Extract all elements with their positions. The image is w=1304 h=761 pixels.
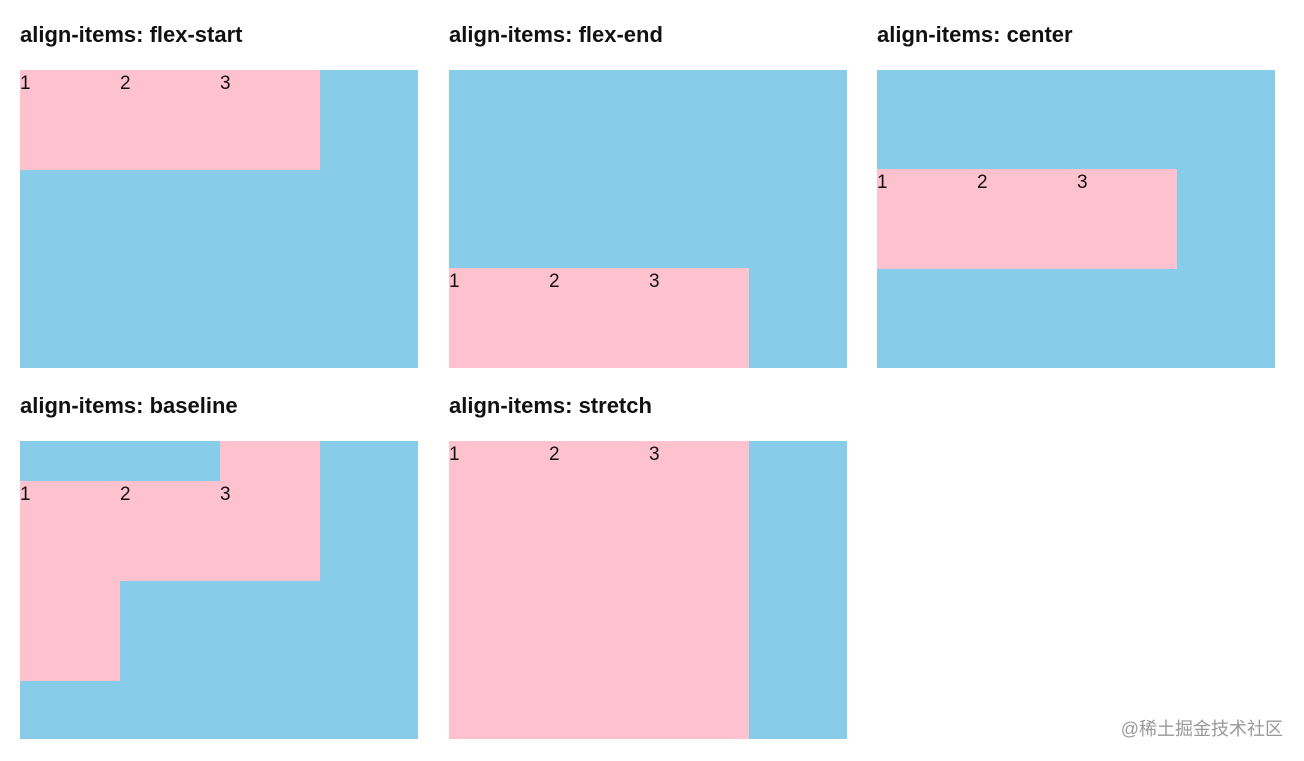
flex-item-2: 2 <box>120 481 220 581</box>
flex-container: 1 2 3 <box>20 70 418 368</box>
flex-item-2: 2 <box>549 268 649 368</box>
item-label: 1 <box>877 172 888 193</box>
flex-item-1: 1 <box>20 70 120 170</box>
flex-item-2: 2 <box>977 169 1077 269</box>
flex-item-1: 1 <box>20 481 120 681</box>
item-label: 2 <box>977 172 988 193</box>
flex-container: 1 2 3 <box>449 441 847 739</box>
demo-title: align-items: baseline <box>20 393 238 418</box>
item-label: 3 <box>1077 172 1088 193</box>
demo-title: align-items: flex-end <box>449 22 663 47</box>
item-label: 3 <box>649 444 660 465</box>
demo-stretch: align-items: stretch 1 2 3 <box>449 388 847 739</box>
item-label: 1 <box>20 73 31 94</box>
flex-item-1: 1 <box>877 169 977 269</box>
item-label: 3 <box>649 271 660 292</box>
flex-item-3: 3 <box>1077 169 1177 269</box>
demo-title: align-items: center <box>877 22 1073 47</box>
flex-container: 1 2 3 <box>449 70 847 368</box>
item-label: 1 <box>449 444 460 465</box>
demo-title: align-items: stretch <box>449 393 652 418</box>
item-label: 2 <box>549 444 560 465</box>
item-label: 2 <box>549 271 560 292</box>
demo-baseline: align-items: baseline 1 2 3 <box>20 388 418 739</box>
watermark: @稀土掘金技术社区 <box>1120 719 1283 739</box>
flex-item-1: 1 <box>449 268 549 368</box>
item-label: 1 <box>449 271 460 292</box>
flex-item-3: 3 <box>220 70 320 170</box>
flex-item-3: 3 <box>220 441 320 581</box>
flex-item-2: 2 <box>120 70 220 170</box>
flex-item-2: 2 <box>549 441 649 739</box>
flex-item-3: 3 <box>649 441 749 739</box>
flex-container: 1 2 3 <box>20 441 418 739</box>
flex-item-3: 3 <box>649 268 749 368</box>
demo-flex-start: align-items: flex-start 1 2 3 <box>20 17 418 368</box>
flex-item-1: 1 <box>449 441 549 739</box>
item-label: 3 <box>220 484 231 505</box>
flex-container: 1 2 3 <box>877 70 1275 368</box>
item-label: 2 <box>120 484 131 505</box>
demo-flex-end: align-items: flex-end 1 2 3 <box>449 17 847 368</box>
item-label: 1 <box>20 484 31 505</box>
demo-title: align-items: flex-start <box>20 22 243 47</box>
demo-center: align-items: center 1 2 3 <box>877 17 1275 368</box>
item-label: 2 <box>120 73 131 94</box>
item-label: 3 <box>220 73 231 94</box>
